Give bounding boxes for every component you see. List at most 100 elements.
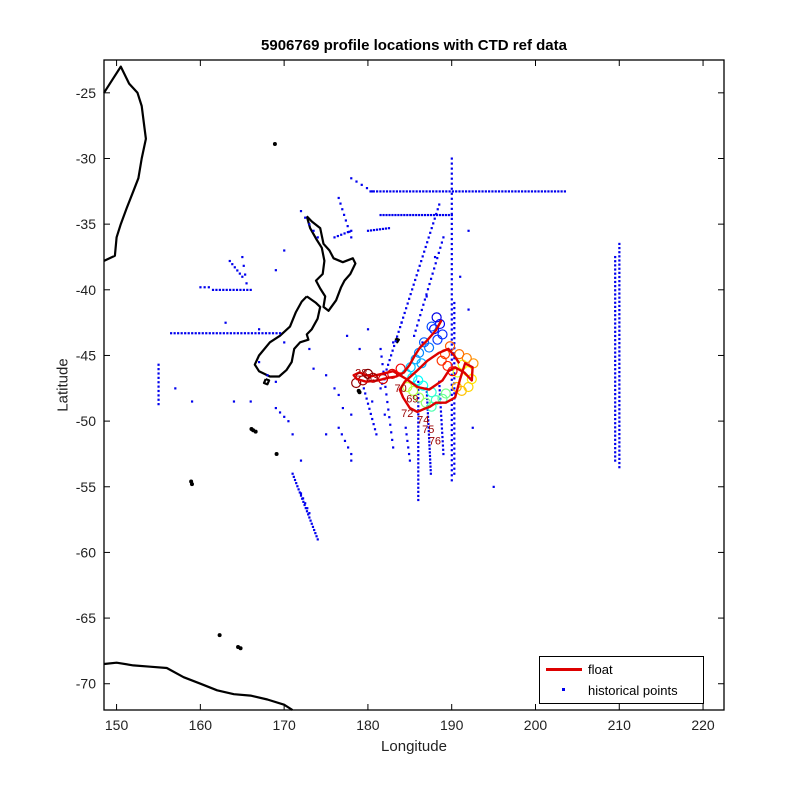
historical-point [205,332,208,335]
historical-point [157,398,160,401]
historical-point [382,370,385,373]
profile-marker [440,388,451,399]
historical-point [440,414,443,417]
historical-point [618,263,621,266]
historical-point [436,257,439,260]
historical-point [430,227,433,230]
historical-point [261,332,264,335]
historical-point [450,197,453,200]
historical-point [244,273,247,276]
historical-point [414,278,417,282]
historical-point [337,196,340,200]
historical-point [417,392,420,396]
historical-point [544,190,547,193]
historical-point [614,393,617,396]
historical-point [614,314,617,317]
historical-point [355,180,358,183]
axes-box [103,59,725,711]
historical-point [415,274,418,277]
historical-point [316,236,319,239]
historical-point [527,190,530,193]
historical-point [366,402,370,405]
historical-point [441,435,444,439]
profile-marker [454,349,465,360]
historical-point [614,384,617,387]
profile-marker [432,334,443,345]
historical-point [450,338,453,341]
historical-point [618,288,621,291]
historical-point [157,372,160,375]
historical-point [450,202,453,205]
historical-point [438,203,441,206]
historical-point [453,301,456,305]
historical-point [427,236,430,239]
historical-point [450,358,453,361]
historical-point [274,406,277,410]
historical-point [618,379,621,382]
historical-point [614,289,617,292]
historical-point [440,418,443,422]
historical-point [278,411,282,414]
historical-point [614,426,617,429]
historical-point [339,202,342,205]
historical-point [235,288,239,291]
historical-point [450,393,453,396]
historical-point [384,385,387,388]
historical-point [350,452,353,456]
historical-point [427,433,431,436]
historical-point [201,332,204,335]
historical-point [426,288,430,291]
historical-point [333,236,336,239]
historical-point [614,334,617,338]
historical-point [387,227,391,230]
historical-point [340,433,343,436]
historical-point [429,461,432,465]
historical-point [378,228,382,231]
historical-point [417,388,420,392]
historical-point [391,213,394,217]
coastline-layer [103,65,400,711]
historical-point [240,332,243,335]
historical-point [254,332,257,335]
historical-point [453,327,456,330]
island-mark [272,142,277,147]
historical-point [618,408,621,411]
historical-point [299,459,303,462]
legend-line-swatch [544,659,584,679]
historical-point [426,213,430,217]
historical-point [306,507,309,510]
historical-point [444,213,447,217]
historical-point [484,190,487,193]
historical-point [417,269,420,272]
historical-point [614,442,617,446]
historical-point [435,213,439,217]
coastline-new-zealand-north [305,215,357,312]
coastline-stewart-island [262,378,271,386]
historical-point [450,278,453,281]
historical-point [450,313,453,316]
historical-point [407,446,410,449]
historical-point [304,507,307,510]
historical-point [308,223,311,226]
historical-point [343,439,347,443]
historical-point [366,229,370,232]
historical-point [450,449,453,452]
historical-point [618,358,621,361]
historical-point [453,392,456,395]
legend: float historical points [539,656,704,704]
historical-point [618,391,621,394]
historical-point [433,267,436,270]
historical-point [618,362,621,365]
historical-point [405,433,408,436]
historical-point [450,373,453,376]
historical-point [428,451,431,454]
historical-point [428,447,431,450]
historical-point [438,384,441,388]
profile-number-label: 72 [401,408,413,420]
historical-point [397,213,400,217]
chart-title: 5906769 profile locations with CTD ref d… [261,37,567,54]
historical-point [438,213,442,217]
historical-point [618,325,621,328]
historical-point [614,455,617,458]
historical-point [614,355,617,358]
